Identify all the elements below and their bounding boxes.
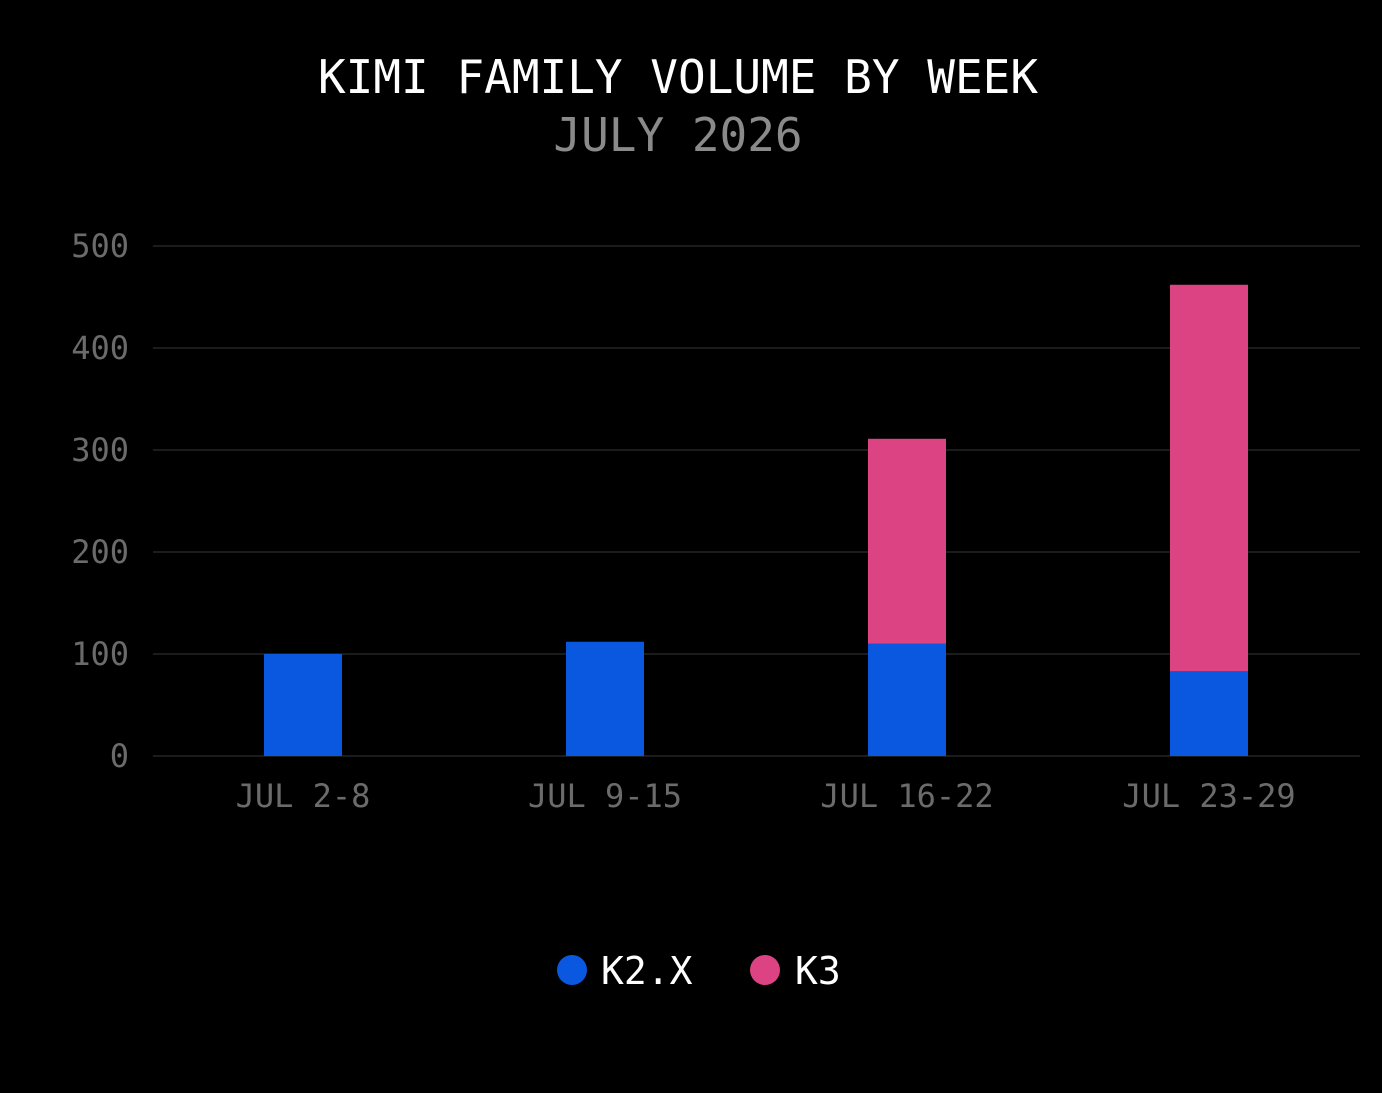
x-axis-ticks: JUL 2-8 JUL 9-15 JUL 16-22 JUL 23-29 — [236, 777, 1296, 815]
x-tick-label: JUL 9-15 — [528, 777, 682, 815]
x-tick-label: JUL 16-22 — [820, 777, 993, 815]
bar-k2-x-4 — [1170, 671, 1248, 756]
legend-swatch — [750, 955, 780, 985]
chart-title: KIMI FAMILY VOLUME BY WEEK — [318, 50, 1038, 104]
y-tick-label: 500 — [71, 227, 129, 265]
y-tick-label: 100 — [71, 635, 129, 673]
legend-label: K3 — [795, 949, 841, 993]
y-tick-label: 0 — [110, 737, 129, 775]
chart-subtitle: JULY 2026 — [553, 108, 802, 162]
bar-k3-4 — [1170, 284, 1248, 672]
bar-k3-3 — [868, 438, 946, 644]
y-axis-ticks: 0 100 200 300 400 500 — [71, 227, 129, 775]
x-tick-label: JUL 2-8 — [236, 777, 371, 815]
bar-k2-x-2 — [566, 641, 644, 756]
y-tick-label: 300 — [71, 431, 129, 469]
legend: K2.X K3 — [557, 949, 841, 993]
grid-lines — [153, 245, 1360, 757]
legend-swatch — [557, 955, 587, 985]
bar-k2-x-1 — [264, 654, 342, 756]
bar-k2-x-3 — [868, 643, 946, 756]
x-tick-label: JUL 23-29 — [1122, 777, 1295, 815]
legend-label: K2.X — [601, 949, 693, 993]
bars — [264, 284, 1248, 756]
y-tick-label: 200 — [71, 533, 129, 571]
y-tick-label: 400 — [71, 329, 129, 367]
